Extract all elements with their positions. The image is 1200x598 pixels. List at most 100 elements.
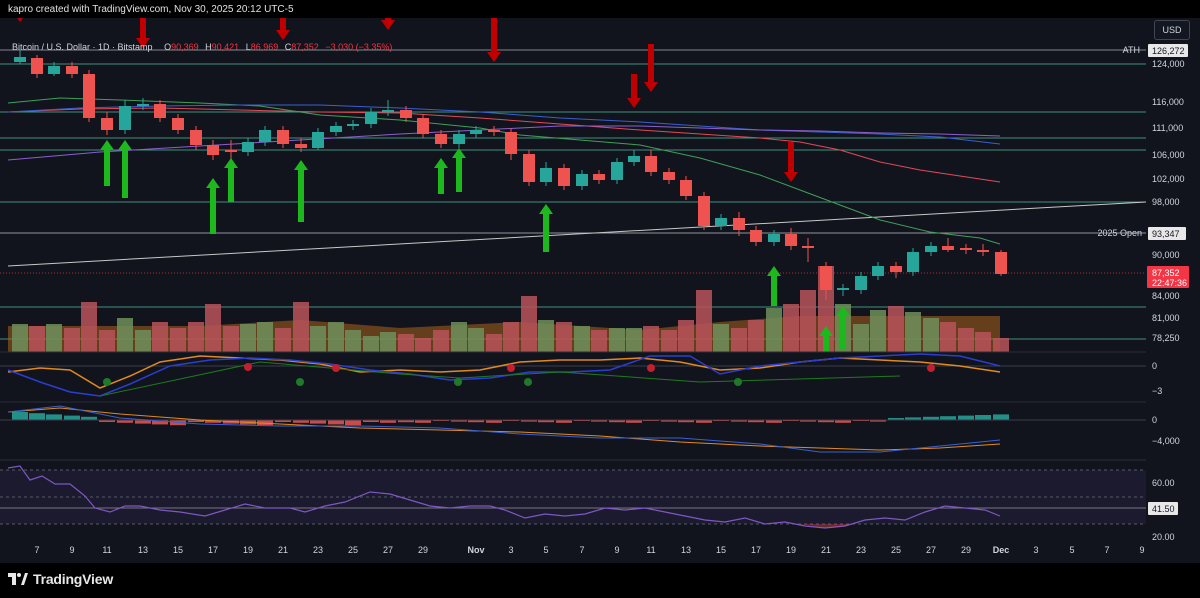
volume-bar xyxy=(591,330,607,352)
macd-bar xyxy=(521,420,537,422)
rsi-tick-20: 20.00 xyxy=(1152,532,1175,542)
time-label: Nov xyxy=(467,545,484,555)
time-label: 7 xyxy=(1104,545,1109,555)
tradingview-logo[interactable]: TradingView xyxy=(8,571,113,587)
chart-area[interactable]: 124,000 116,000 111,000 106,000 102,000 … xyxy=(0,18,1200,563)
volume-bar xyxy=(398,334,414,352)
macd-bar xyxy=(678,420,694,423)
candles[interactable] xyxy=(14,50,1007,300)
macd-bar xyxy=(696,420,712,423)
macd-bar xyxy=(380,420,396,423)
macd-bar xyxy=(748,420,764,423)
sell-arrow-icon xyxy=(784,142,798,182)
volume-bar xyxy=(433,330,449,352)
volume-bar xyxy=(696,290,712,352)
tick-81000: 81,000 xyxy=(1152,313,1180,323)
time-label: 23 xyxy=(313,545,323,555)
volume-bar xyxy=(117,318,133,352)
volume-bar xyxy=(923,318,939,352)
volume-bar xyxy=(556,322,572,352)
time-axis[interactable]: 7 9 11 13 15 17 19 21 23 25 27 29 Nov 3 5 7 9 11 13 15 17 19 2… xyxy=(34,545,1144,555)
volume-bar xyxy=(888,306,904,352)
volume-bar xyxy=(170,328,186,352)
candle xyxy=(83,70,95,122)
ath-value: 126,272 xyxy=(1152,46,1185,56)
candle xyxy=(698,192,710,230)
candle xyxy=(470,126,482,138)
macd-bar xyxy=(731,420,747,422)
candle xyxy=(277,126,289,148)
candle xyxy=(995,250,1007,276)
rsi-current: 41.50 xyxy=(1152,504,1175,514)
tick-106000: 106,000 xyxy=(1152,150,1185,160)
candle xyxy=(295,138,307,152)
candle xyxy=(907,248,919,276)
macd-bar xyxy=(257,420,273,426)
candle xyxy=(137,98,149,110)
candle xyxy=(733,212,745,236)
time-label: 7 xyxy=(34,545,39,555)
volume-bar xyxy=(538,320,554,352)
volume-bar xyxy=(643,326,659,352)
volume-bar xyxy=(713,324,729,352)
footer: TradingView xyxy=(0,563,1200,598)
trendline[interactable] xyxy=(7,201,1147,267)
macd-bar xyxy=(923,416,939,420)
time-label: 25 xyxy=(891,545,901,555)
high-label: H xyxy=(205,42,212,52)
volume-bar xyxy=(205,304,221,352)
candle xyxy=(540,162,552,186)
price-scale[interactable]: 124,000 116,000 111,000 106,000 102,000 … xyxy=(1097,18,1200,563)
time-label: 9 xyxy=(1139,545,1144,555)
time-label: 17 xyxy=(751,545,761,555)
symbol-name[interactable]: Bitcoin / U.S. Dollar · 1D · Bitstamp xyxy=(12,42,153,52)
sell-arrow-icon xyxy=(644,44,658,92)
volume-bar xyxy=(99,330,115,352)
candle xyxy=(347,120,359,130)
candle xyxy=(14,50,26,64)
candle xyxy=(837,284,849,296)
macd-bar xyxy=(591,420,607,422)
candle xyxy=(505,128,517,160)
candle xyxy=(820,262,832,300)
time-label: 29 xyxy=(418,545,428,555)
osc-tick-neg3: −3 xyxy=(1152,386,1162,396)
tick-84000: 84,000 xyxy=(1152,291,1180,301)
candle xyxy=(628,150,640,166)
candle xyxy=(785,228,797,250)
macd-bar xyxy=(328,420,344,425)
macd-bar xyxy=(468,420,484,423)
candle xyxy=(802,238,814,262)
volume-bar xyxy=(678,320,694,352)
tick-124000: 124,000 xyxy=(1152,59,1185,69)
volume-bar xyxy=(223,326,239,352)
volume-bar xyxy=(661,330,677,352)
time-label: 9 xyxy=(69,545,74,555)
candle xyxy=(715,214,727,230)
candle xyxy=(365,108,377,128)
time-label: 21 xyxy=(821,545,831,555)
close-label: C xyxy=(284,42,292,52)
buy-arrow-icon xyxy=(224,158,238,202)
sell-arrow-icon xyxy=(136,18,150,48)
time-label: 9 xyxy=(614,545,619,555)
volume-bar xyxy=(275,328,291,352)
macd-bar xyxy=(363,420,379,422)
buy-arrow-icon xyxy=(819,326,833,352)
volume-bar xyxy=(800,290,816,352)
volume-bar xyxy=(940,322,956,352)
candle xyxy=(576,170,588,190)
macd-bar xyxy=(81,416,97,420)
buy-arrow-icon xyxy=(294,160,308,222)
volume-bar xyxy=(975,332,991,352)
candle xyxy=(119,100,131,134)
currency-button[interactable]: USD xyxy=(1154,20,1190,40)
chart-canvas[interactable]: 124,000 116,000 111,000 106,000 102,000 … xyxy=(0,18,1200,563)
sell-arrow-icon xyxy=(17,18,23,22)
volume-bar xyxy=(626,328,642,352)
macd-bar xyxy=(870,420,886,422)
volume-bar xyxy=(853,324,869,352)
time-label: 3 xyxy=(508,545,513,555)
volume-bar xyxy=(363,336,379,352)
volume-bar xyxy=(257,322,273,352)
